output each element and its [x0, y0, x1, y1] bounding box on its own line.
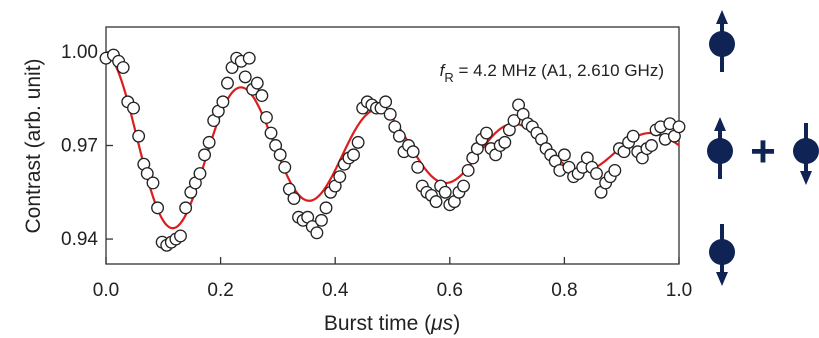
data-point — [379, 95, 393, 109]
data-point — [193, 167, 207, 181]
data-point — [116, 61, 130, 74]
data-point — [319, 201, 333, 215]
data-point — [314, 213, 328, 227]
data-point — [273, 148, 287, 162]
data-point — [179, 201, 193, 215]
chart-annotation: fR = 4.2 MHz (A1, 2.610 GHz) — [440, 61, 664, 85]
data-point — [626, 129, 640, 143]
plus-sign: + — [750, 127, 776, 176]
data-point — [438, 185, 452, 199]
x-tick-label: 1.0 — [666, 280, 692, 301]
spin-inset: + — [707, 10, 819, 286]
x-tick-label: 0.2 — [207, 280, 233, 301]
data-point — [287, 192, 301, 205]
data-point — [383, 107, 397, 121]
data-point — [461, 163, 475, 177]
data-point — [151, 201, 165, 215]
x-tick-label: 0.4 — [322, 280, 349, 301]
data-point — [480, 126, 493, 140]
y-tick-label: 1.00 — [61, 42, 98, 63]
data-point — [198, 148, 212, 162]
data-point — [333, 170, 347, 184]
data-point — [310, 226, 324, 240]
spin-down-icon — [709, 224, 735, 286]
data-point — [221, 76, 234, 90]
data-point — [132, 129, 146, 143]
data-points — [99, 48, 686, 252]
data-point — [351, 135, 365, 149]
y-ticks: 0.94 0.97 1.00 — [61, 42, 113, 250]
x-tick-label: 0.0 — [93, 280, 119, 301]
data-point — [672, 120, 686, 134]
data-point — [250, 76, 264, 90]
data-point — [347, 148, 360, 162]
y-tick-label: 0.94 — [61, 229, 98, 250]
data-point — [498, 135, 512, 149]
spin-up-icon — [709, 10, 735, 72]
data-point — [278, 160, 292, 174]
data-point — [242, 51, 256, 65]
x-axis-label: Burst time (μs) — [324, 312, 460, 335]
data-point — [238, 70, 252, 84]
chart: 0.94 0.97 1.00 0.0 0.2 0.4 0.6 0.8 1.0 fR = 4.2… — [22, 26, 692, 335]
data-point — [216, 95, 230, 109]
data-point — [457, 179, 471, 193]
y-axis-label: Contrast (arb. unit) — [22, 58, 45, 233]
x-tick-label: 0.6 — [437, 280, 463, 301]
data-point — [255, 89, 269, 103]
data-point — [202, 135, 216, 149]
y-tick-label: 0.97 — [61, 136, 98, 157]
data-point — [507, 114, 521, 128]
data-point — [590, 167, 603, 181]
data-point — [608, 163, 622, 177]
spin-up-icon — [707, 117, 733, 179]
data-point — [406, 145, 420, 159]
data-point — [557, 148, 571, 162]
x-tick-label: 0.8 — [551, 280, 577, 301]
data-point — [411, 160, 425, 174]
x-ticks: 0.0 0.2 0.4 0.6 0.8 1.0 — [93, 257, 692, 301]
data-point — [127, 101, 140, 115]
data-point — [392, 129, 406, 143]
data-point — [259, 110, 273, 124]
data-point — [174, 229, 187, 243]
data-point — [429, 195, 443, 209]
data-point — [140, 167, 154, 181]
spin-down-icon — [793, 123, 819, 185]
data-point — [264, 126, 278, 140]
data-point — [146, 176, 160, 190]
data-point — [645, 139, 658, 152]
